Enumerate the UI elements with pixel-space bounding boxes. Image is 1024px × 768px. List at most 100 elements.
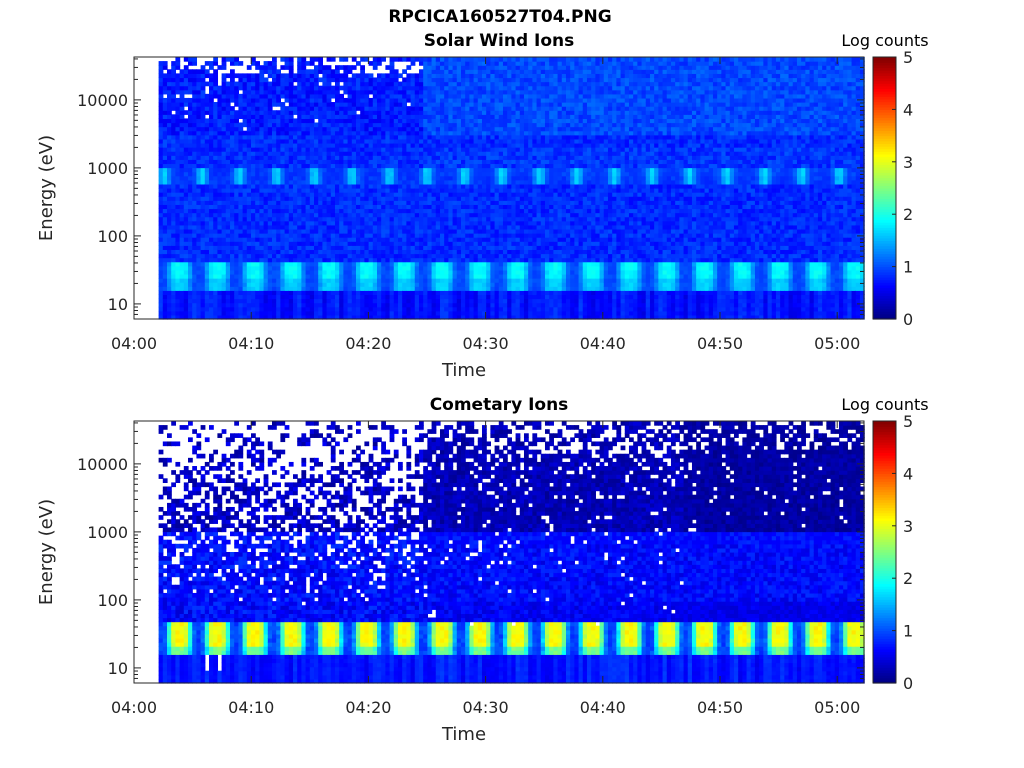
heatmap-cell [158,102,164,107]
heatmap-cell [469,290,475,296]
heatmap-cell [230,110,235,115]
heatmap-cell [343,306,349,312]
heatmap-cell [200,97,206,103]
heatmap-cell [221,77,227,83]
heatmap-cell [444,192,449,197]
heatmap-cell [372,89,378,95]
heatmap-cell [360,85,365,91]
heatmap-cell [225,93,231,99]
heatmap-cell [259,192,265,197]
heatmap-cell [318,134,323,140]
heatmap-cell [280,249,286,255]
heatmap-cell [444,273,449,279]
heatmap-cell [456,257,462,263]
heatmap-cell [372,97,378,103]
heatmap-cell [326,265,332,271]
heatmap-cell [469,163,475,169]
heatmap-cell [179,142,185,148]
heatmap-cell [200,171,206,177]
heatmap-cell [242,310,248,316]
heatmap-cell [414,81,420,87]
heatmap-cell [418,163,424,169]
heatmap-cell [431,310,437,316]
heatmap-cell [452,118,458,124]
heatmap-cell [368,159,374,165]
heatmap-cell [267,233,273,238]
heatmap-cell [209,175,214,181]
heatmap-cell [301,302,307,308]
heatmap-cell [418,290,424,296]
heatmap-cell [456,106,462,111]
heatmap-cell [397,249,403,255]
heatmap-cell [431,57,437,62]
heatmap-cell [448,61,454,66]
heatmap-cell [326,138,332,144]
heatmap-cell [280,142,286,148]
heatmap-cell [410,200,416,205]
heatmap-cell [435,261,441,267]
heatmap-cell [288,179,294,185]
heatmap-cell [162,134,168,140]
heatmap-cell [263,208,269,214]
heatmap-cell [238,314,244,320]
heatmap-cell [402,224,407,230]
heatmap-cell [234,138,240,144]
heatmap-cell [209,286,214,291]
heatmap-cell [343,302,349,308]
heatmap-cell [242,138,248,144]
heatmap-cell [356,93,361,99]
heatmap-cell [171,65,177,70]
heatmap-cell [162,245,168,250]
heatmap-cell [288,200,294,205]
heatmap-cell [343,114,349,119]
heatmap-cell [272,97,277,103]
heatmap-cell [330,290,336,296]
heatmap-cell [234,188,240,193]
heatmap-cell [246,273,252,279]
heatmap-cell [406,273,412,279]
heatmap-cell [473,245,479,250]
heatmap-cell [326,126,332,132]
heatmap-cell [335,106,340,111]
heatmap-cell [347,265,353,271]
heatmap-cell [473,200,479,205]
heatmap-cell [188,110,193,115]
heatmap-cell [473,290,479,296]
heatmap-cell [183,77,189,83]
heatmap-cell [188,106,193,111]
heatmap-cell [234,97,240,103]
heatmap-cell [389,118,395,124]
heatmap-cell [343,110,349,115]
heatmap-cell [263,306,269,312]
heatmap-cell [335,278,340,283]
heatmap-cell [389,89,395,95]
heatmap-cell [263,93,269,99]
heatmap-cell [347,273,353,279]
heatmap-cell [351,204,357,210]
heatmap-cell [364,212,370,218]
heatmap-cell [200,69,206,74]
heatmap-cell [360,188,365,193]
heatmap-cell [251,298,256,304]
heatmap-cell [175,134,181,140]
heatmap-cell [263,110,269,115]
heatmap-cell [469,155,475,160]
heatmap-cell [339,110,344,115]
heatmap-cell [448,216,454,222]
heatmap-cell [397,175,403,181]
heatmap-cell [225,81,231,87]
heatmap-cell [481,69,487,74]
heatmap-cell [276,208,281,214]
heatmap-cell [179,212,185,218]
heatmap-cell [427,306,433,312]
heatmap-cell [490,122,496,128]
heatmap-cell [158,278,164,283]
heatmap-cell [234,110,240,115]
heatmap-cell [188,102,193,107]
heatmap-cell [179,81,185,87]
heatmap-cell [473,179,479,185]
heatmap-cell [309,310,315,316]
heatmap-cell [276,302,281,308]
heatmap-cell [452,237,458,242]
heatmap-cell [460,179,466,185]
